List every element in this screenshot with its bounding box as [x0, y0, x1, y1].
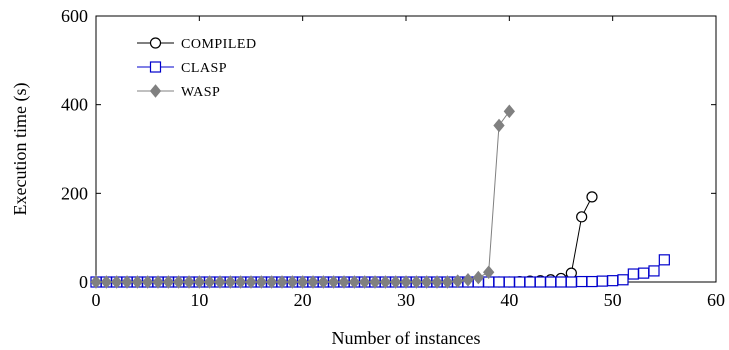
- data-point-wasp: [452, 274, 464, 288]
- legend-marker-wasp: [149, 84, 162, 98]
- x-tick-label: 30: [397, 290, 415, 310]
- data-point-clasp: [627, 268, 639, 280]
- data-point-clasp: [658, 254, 670, 266]
- data-point-wasp: [224, 275, 236, 289]
- plot-border: [95, 15, 717, 283]
- x-tick-label: 60: [707, 290, 725, 310]
- x-tick-label: 0: [92, 290, 101, 310]
- data-point-clasp: [586, 275, 598, 288]
- data-point-wasp: [214, 275, 226, 289]
- data-point-clasp: [607, 275, 619, 287]
- y-tick-label: 0: [79, 272, 88, 292]
- x-tick-label: 20: [294, 290, 312, 310]
- data-point-wasp: [152, 275, 164, 289]
- x-tick-label: 10: [190, 290, 208, 310]
- data-point-clasp: [545, 276, 557, 288]
- data-point-wasp: [369, 275, 381, 289]
- data-point-clasp: [534, 276, 546, 288]
- data-point-clasp: [576, 275, 588, 288]
- legend-item-wasp: WASP: [137, 84, 220, 100]
- data-point-wasp: [286, 275, 298, 289]
- series-line-compiled: [96, 196, 593, 283]
- data-point-clasp: [555, 276, 567, 288]
- data-point-wasp: [328, 275, 340, 289]
- data-point-wasp: [483, 265, 495, 280]
- data-point-wasp: [245, 275, 257, 289]
- series-compiled: [90, 191, 598, 288]
- data-point-clasp: [617, 274, 629, 286]
- data-point-wasp: [204, 275, 216, 289]
- y-tick-label: 400: [61, 95, 88, 115]
- data-point-wasp: [400, 275, 412, 289]
- data-point-wasp: [255, 275, 267, 289]
- y-tick-label: 600: [61, 6, 88, 26]
- data-point-clasp: [514, 276, 526, 288]
- data-point-wasp: [462, 273, 474, 287]
- legend-label-clasp: CLASP: [181, 61, 227, 76]
- data-point-clasp: [565, 276, 577, 288]
- series-line-wasp: [96, 111, 510, 283]
- data-point-clasp: [503, 276, 515, 288]
- plot-frame: [95, 15, 717, 283]
- data-point-wasp: [266, 275, 278, 289]
- data-point-clasp: [493, 276, 505, 288]
- data-point-wasp: [90, 275, 102, 289]
- data-point-wasp: [410, 275, 422, 289]
- data-point-wasp: [379, 275, 391, 289]
- data-point-wasp: [421, 275, 433, 289]
- legend-item-clasp: CLASP: [137, 61, 227, 76]
- data-point-wasp: [235, 275, 247, 289]
- data-point-wasp: [338, 275, 350, 289]
- legend-marker-compiled: [149, 37, 162, 49]
- data-point-wasp: [297, 275, 309, 289]
- data-point-wasp: [100, 275, 112, 289]
- data-point-wasp: [503, 104, 515, 119]
- data-point-compiled: [576, 211, 588, 223]
- y-tick-label: 200: [61, 183, 88, 203]
- legend-item-compiled: COMPILED: [137, 37, 257, 52]
- data-point-wasp: [390, 275, 402, 289]
- data-point-wasp: [307, 275, 319, 289]
- data-point-wasp: [441, 275, 453, 289]
- legend: COMPILED CLASP WASP: [137, 37, 257, 100]
- data-point-wasp: [131, 275, 143, 289]
- data-point-clasp: [648, 265, 660, 277]
- series-wasp: [90, 104, 515, 289]
- data-point-wasp: [121, 275, 133, 289]
- data-point-wasp: [493, 118, 505, 133]
- data-point-wasp: [142, 275, 154, 289]
- data-point-wasp: [183, 275, 195, 289]
- legend-marker-clasp: [149, 61, 162, 73]
- series-layer: [90, 104, 670, 289]
- data-point-wasp: [431, 275, 443, 289]
- data-point-wasp: [276, 275, 288, 289]
- data-point-wasp: [162, 275, 174, 289]
- x-tick-label: 40: [500, 290, 518, 310]
- data-point-clasp: [596, 275, 608, 287]
- data-point-wasp: [348, 275, 360, 289]
- data-point-wasp: [173, 275, 185, 289]
- y-axis-title: Execution time (s): [10, 83, 31, 216]
- x-axis-title: Number of instances: [332, 328, 481, 348]
- data-point-clasp: [524, 276, 536, 288]
- data-point-wasp: [111, 275, 123, 289]
- data-point-clasp: [638, 267, 650, 279]
- data-point-wasp: [359, 275, 371, 289]
- data-point-wasp: [472, 270, 484, 285]
- legend-label-compiled: COMPILED: [181, 37, 257, 52]
- x-tick-label: 50: [604, 290, 622, 310]
- data-point-compiled: [586, 191, 598, 203]
- data-point-wasp: [317, 275, 329, 289]
- data-point-wasp: [193, 275, 205, 289]
- legend-label-wasp: WASP: [181, 85, 220, 100]
